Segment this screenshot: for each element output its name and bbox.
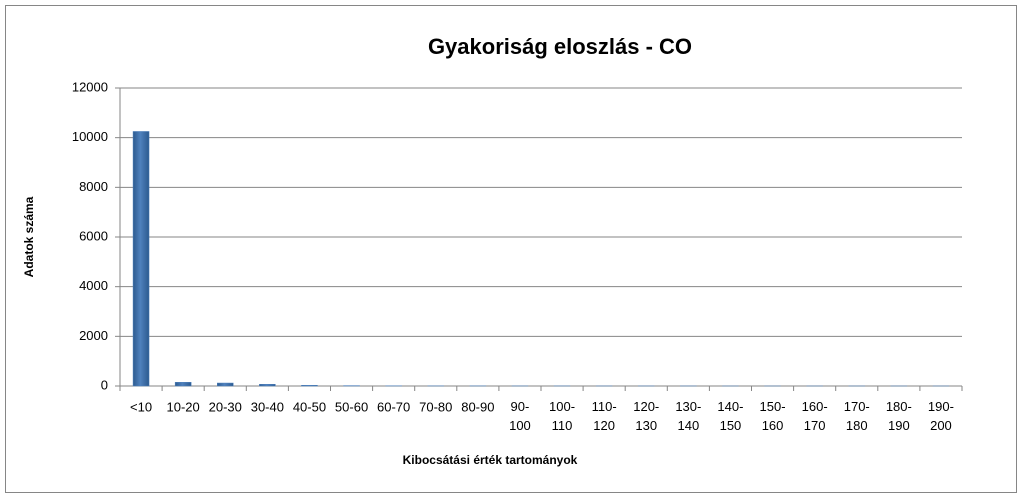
chart-title: Gyakoriság eloszlás - CO bbox=[428, 34, 692, 59]
x-tick-label: 30-40 bbox=[251, 399, 284, 414]
y-axis-title: Adatok száma bbox=[22, 196, 36, 277]
bar bbox=[217, 382, 234, 387]
x-tick-label: <10 bbox=[130, 399, 152, 414]
x-tick-label: 40-50 bbox=[293, 399, 326, 414]
y-tick-label: 2000 bbox=[79, 328, 108, 343]
x-tick-label: 150-160 bbox=[760, 399, 786, 433]
x-tick-label: 140-150 bbox=[717, 399, 743, 433]
bar bbox=[259, 384, 276, 387]
bar bbox=[301, 385, 318, 387]
y-tick-label: 8000 bbox=[79, 179, 108, 194]
x-tick-label: 170-180 bbox=[844, 399, 870, 433]
chart-border bbox=[5, 5, 1017, 493]
x-tick-label: 100-110 bbox=[549, 399, 575, 433]
x-axis-title: Kibocsátási érték tartományok bbox=[403, 453, 578, 467]
x-tick-label: 190-200 bbox=[928, 399, 954, 433]
x-tick-label: 60-70 bbox=[377, 399, 410, 414]
x-tick-label: 20-30 bbox=[209, 399, 242, 414]
x-tick-label: 120-130 bbox=[633, 399, 659, 433]
bar bbox=[132, 131, 150, 387]
y-tick-label: 6000 bbox=[79, 228, 108, 243]
y-tick-label: 12000 bbox=[72, 79, 108, 94]
x-tick-label: 80-90 bbox=[461, 399, 494, 414]
y-tick-label: 4000 bbox=[79, 278, 108, 293]
x-tick-label: 110-120 bbox=[592, 399, 617, 433]
x-tick-label: 70-80 bbox=[419, 399, 452, 414]
x-tick-label: 90-100 bbox=[509, 399, 531, 433]
x-tick-label: 130-140 bbox=[675, 399, 701, 433]
y-tick-label: 0 bbox=[101, 377, 108, 392]
x-tick-label: 10-20 bbox=[167, 399, 200, 414]
x-tick-label: 50-60 bbox=[335, 399, 368, 414]
x-tick-label: 160-170 bbox=[802, 399, 828, 433]
x-tick-label: 180-190 bbox=[886, 399, 912, 433]
y-tick-label: 10000 bbox=[72, 129, 108, 144]
bar bbox=[174, 382, 192, 387]
